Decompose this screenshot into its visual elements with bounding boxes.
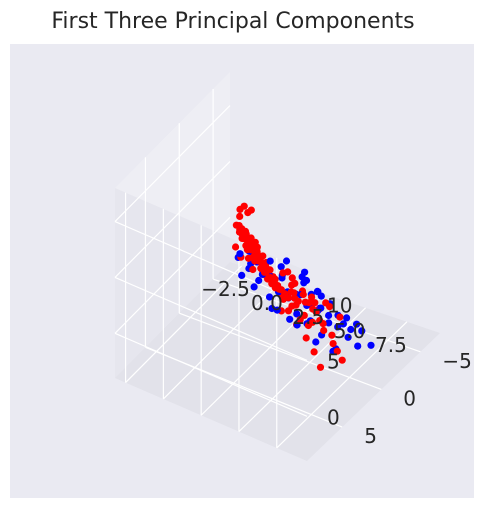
data-point-series-1: [282, 257, 291, 265]
data-point-series-2: [290, 289, 298, 297]
data-point-series-2: [316, 317, 324, 325]
data-point-series-2: [248, 243, 256, 251]
data-point-series-1: [277, 263, 285, 271]
data-point-series-2: [255, 255, 263, 263]
data-point-series-2: [308, 293, 316, 301]
y-tick-label: 5: [364, 424, 377, 448]
x-tick-label: 7.5: [375, 333, 407, 357]
z-tick-label: 5: [327, 349, 340, 373]
data-point-series-1: [334, 323, 342, 331]
data-point-series-2: [242, 242, 250, 250]
data-points: [232, 202, 375, 371]
data-point-series-1: [343, 314, 351, 322]
z-tick-label: 10: [327, 294, 352, 318]
grid-x-floor: [276, 321, 408, 449]
data-point-series-1: [298, 273, 306, 281]
data-point-series-2: [232, 243, 240, 251]
data-point-series-1: [347, 325, 355, 334]
data-point-series-2: [291, 294, 299, 302]
grid-z-left: [114, 216, 231, 334]
grid-z-back: [114, 276, 308, 361]
y-tick-label: 0: [403, 387, 416, 411]
grid-x-floor: [238, 307, 367, 433]
grid-x-floor: [125, 265, 243, 383]
data-point-series-1: [273, 306, 281, 314]
data-point-series-2: [296, 316, 304, 324]
data-point-series-1: [255, 276, 263, 285]
data-point-series-1: [353, 320, 361, 328]
data-point-series-2: [249, 265, 257, 274]
data-point-series-2: [329, 340, 337, 348]
data-point-series-2: [279, 269, 287, 277]
data-point-series-1: [266, 257, 274, 265]
data-point-series-1: [344, 333, 352, 341]
data-point-series-1: [354, 342, 362, 350]
data-point-series-1: [286, 315, 294, 323]
data-point-series-2: [259, 261, 267, 269]
data-point-series-1: [293, 310, 301, 318]
z-tick-label: 0: [327, 405, 340, 429]
data-point-series-2: [333, 347, 341, 355]
data-point-series-1: [293, 321, 301, 329]
data-point-series-2: [338, 356, 346, 364]
y-tick-label: −5: [442, 349, 471, 373]
axes-gridlines: [114, 89, 421, 449]
data-point-series-1: [312, 338, 320, 346]
data-point-series-2: [266, 274, 274, 282]
data-point-series-2: [235, 228, 244, 236]
data-point-series-2: [288, 281, 296, 289]
data-point-series-1: [313, 287, 321, 295]
data-point-series-2: [244, 209, 252, 217]
grid-x-floor: [162, 279, 284, 400]
grid-z-back: [114, 332, 308, 417]
x-tick-label: 5.0: [334, 319, 366, 343]
data-point-series-1: [358, 327, 366, 335]
data-point-series-2: [288, 274, 296, 282]
data-point-series-1: [325, 311, 333, 320]
data-point-series-2: [336, 313, 344, 321]
data-point-series-2: [310, 348, 318, 356]
data-point-series-2: [316, 363, 325, 371]
data-point-series-2: [243, 236, 251, 244]
x-tick-label: 0.0: [251, 291, 283, 315]
chart-title: First Three Principal Components: [51, 9, 414, 34]
data-point-series-2: [251, 249, 260, 257]
data-point-series-2: [302, 334, 310, 342]
data-point-series-2: [320, 326, 328, 335]
data-point-series-2: [299, 290, 307, 299]
data-point-series-2: [236, 212, 244, 220]
data-point-series-1: [250, 283, 258, 291]
x-tick-label: −2.5: [201, 277, 250, 301]
grid-y-floor: [179, 312, 382, 391]
data-point-series-2: [263, 267, 271, 275]
data-point-series-2: [301, 298, 309, 306]
data-point-series-2: [304, 321, 312, 330]
x-tick-label: 2.5: [292, 305, 324, 329]
data-point-series-1: [367, 341, 375, 349]
data-point-series-2: [288, 302, 296, 310]
data-point-series-2: [311, 299, 319, 307]
grid-z-left: [114, 160, 231, 278]
data-point-series-1: [238, 271, 246, 279]
data-point-series-1: [236, 250, 244, 258]
data-point-series-2: [328, 331, 336, 339]
data-point-series-1: [325, 319, 333, 327]
data-point-series-2: [309, 305, 317, 313]
data-point-series-2: [322, 299, 330, 307]
data-point-series-1: [300, 279, 308, 287]
data-point-series-1: [339, 320, 347, 328]
data-point-series-1: [265, 293, 274, 301]
data-point-series-2: [236, 205, 244, 213]
grid-z-left: [114, 105, 231, 222]
